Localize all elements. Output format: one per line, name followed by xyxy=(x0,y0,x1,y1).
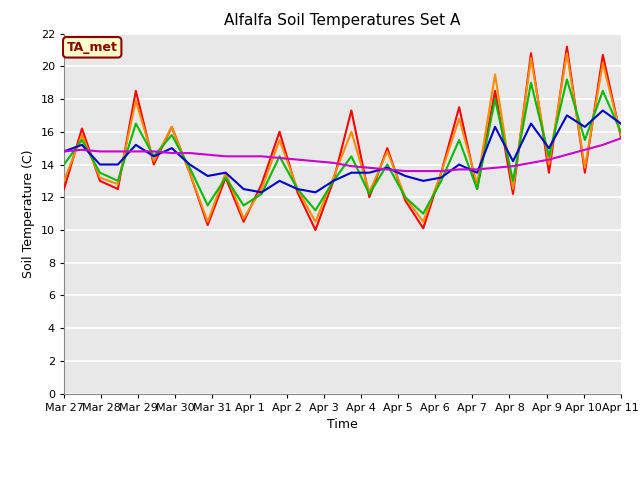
Title: Alfalfa Soil Temperatures Set A: Alfalfa Soil Temperatures Set A xyxy=(224,13,461,28)
Text: TA_met: TA_met xyxy=(67,41,118,54)
Y-axis label: Soil Temperature (C): Soil Temperature (C) xyxy=(22,149,35,278)
X-axis label: Time: Time xyxy=(327,418,358,431)
